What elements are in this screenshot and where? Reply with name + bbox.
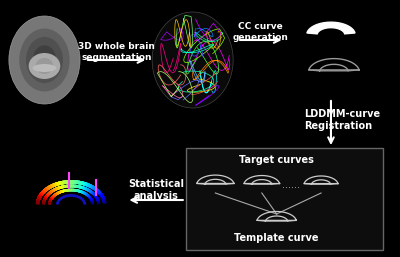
Ellipse shape (9, 16, 80, 104)
Ellipse shape (19, 29, 70, 91)
Text: Statistical
analysis: Statistical analysis (128, 179, 184, 201)
Ellipse shape (33, 64, 56, 72)
FancyBboxPatch shape (186, 148, 383, 250)
Text: ......: ...... (282, 180, 300, 190)
Ellipse shape (29, 53, 60, 79)
Text: Template curve: Template curve (234, 233, 319, 243)
Polygon shape (307, 22, 355, 34)
Text: LDDMM-curve
Registration: LDDMM-curve Registration (304, 109, 380, 131)
Ellipse shape (152, 12, 233, 108)
Ellipse shape (26, 37, 63, 83)
Text: CC curve
generation: CC curve generation (233, 22, 289, 42)
Text: Target curves: Target curves (239, 155, 314, 165)
Text: 3D whole brain
segmentation: 3D whole brain segmentation (78, 42, 155, 62)
Ellipse shape (33, 45, 56, 75)
Ellipse shape (36, 58, 53, 74)
